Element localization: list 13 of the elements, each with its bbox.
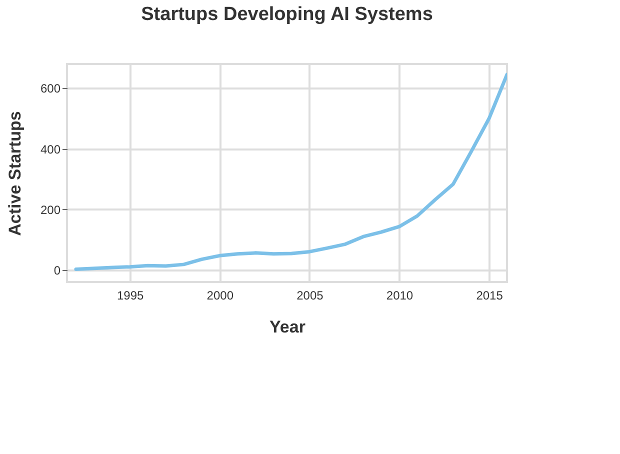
y-tick-label: 200 bbox=[40, 202, 61, 217]
y-tick-label: 0 bbox=[54, 263, 61, 278]
x-tick-label: 2000 bbox=[206, 288, 234, 302]
x-tick-label: 2005 bbox=[296, 288, 324, 302]
y-axis-title: Active Startups bbox=[5, 111, 24, 236]
x-tick-label: 1995 bbox=[117, 288, 144, 302]
chart-title: Startups Developing AI Systems bbox=[141, 4, 433, 25]
x-axis-title: Year bbox=[270, 318, 306, 336]
y-tick-label: 400 bbox=[40, 142, 61, 156]
x-tick-label: 2015 bbox=[476, 288, 504, 302]
x-tick-label: 2010 bbox=[386, 288, 414, 302]
line-series bbox=[74, 72, 507, 272]
y-tick-label: 600 bbox=[40, 82, 61, 96]
